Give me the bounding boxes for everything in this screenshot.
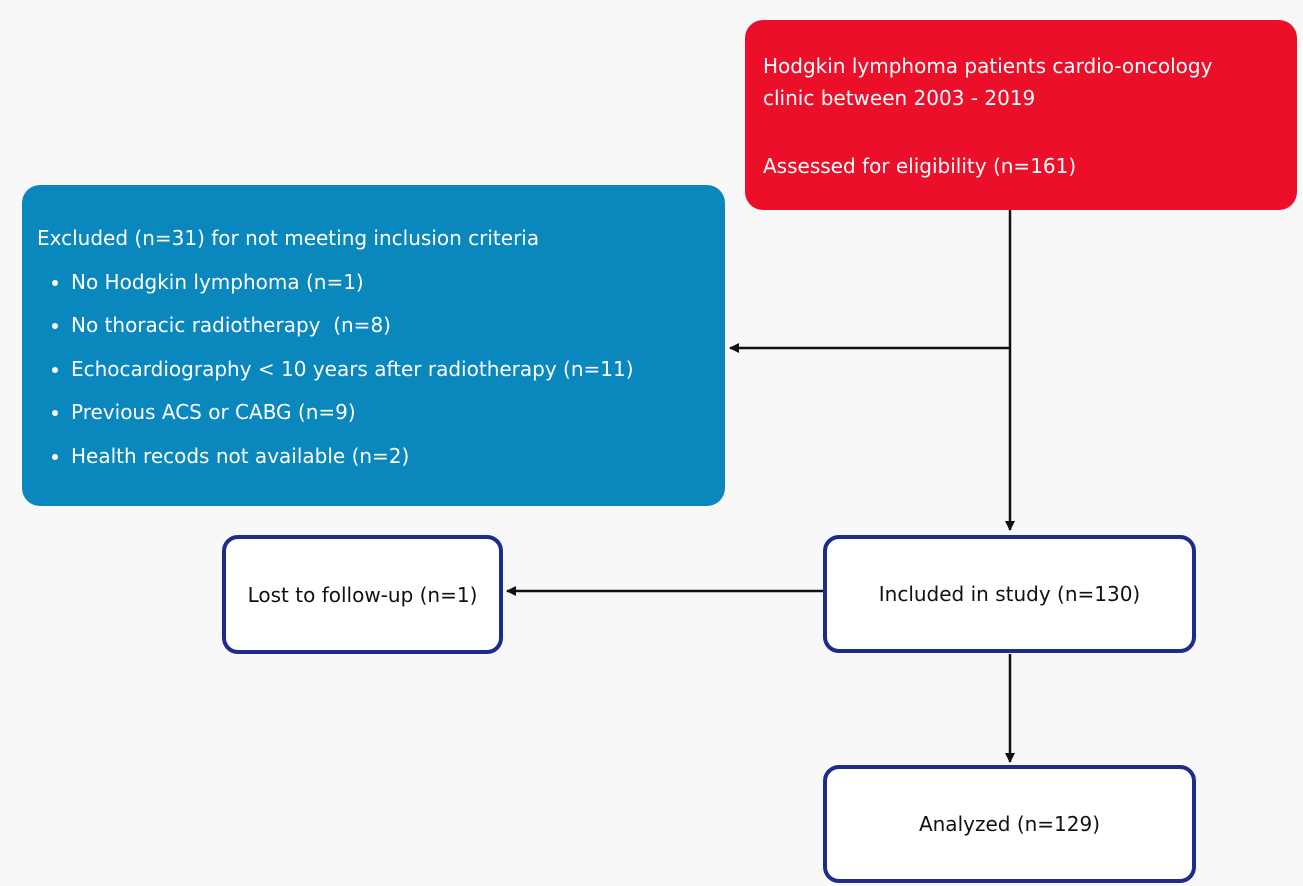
excluded-item: No thoracic radiotherapy (n=8) [71, 310, 725, 340]
excluded-item: Echocardiography < 10 years after radiot… [71, 354, 725, 384]
excluded-box: Excluded (n=31) for not meeting inclusio… [22, 185, 725, 506]
excluded-item: No Hodgkin lymphoma (n=1) [71, 267, 725, 297]
lost-box: Lost to follow-up (n=1) [222, 535, 503, 654]
excluded-list: No Hodgkin lymphoma (n=1) No thoracic ra… [37, 267, 725, 471]
lost-label: Lost to follow-up (n=1) [247, 582, 478, 607]
excluded-item: Health recods not available (n=2) [71, 441, 725, 471]
analyzed-box: Analyzed (n=129) [823, 765, 1196, 883]
excluded-title: Excluded (n=31) for not meeting inclusio… [37, 226, 540, 250]
assessed-box: Hodgkin lymphoma patients cardio-oncolog… [745, 20, 1297, 210]
excluded-item: Previous ACS or CABG (n=9) [71, 397, 725, 427]
assessed-line: clinic between 2003 - 2019 [763, 86, 1036, 110]
assessed-line: Hodgkin lymphoma patients cardio-oncolog… [763, 54, 1213, 78]
analyzed-label: Analyzed (n=129) [918, 812, 1101, 836]
assessed-detail: Assessed for eligibility (n=161) [763, 154, 1077, 178]
included-label: Included in study (n=130) [878, 582, 1141, 606]
included-box: Included in study (n=130) [823, 535, 1196, 653]
